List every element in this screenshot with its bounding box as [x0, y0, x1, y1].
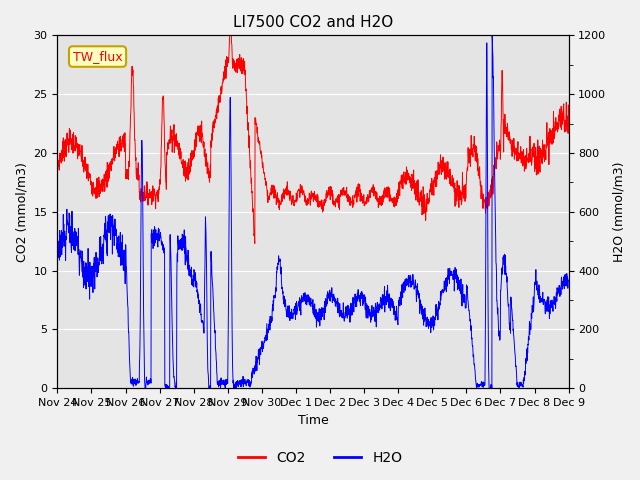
Y-axis label: CO2 (mmol/m3): CO2 (mmol/m3): [15, 162, 28, 262]
Title: LI7500 CO2 and H2O: LI7500 CO2 and H2O: [233, 15, 393, 30]
X-axis label: Time: Time: [298, 414, 328, 427]
Legend: CO2, H2O: CO2, H2O: [232, 445, 408, 471]
Text: TW_flux: TW_flux: [73, 50, 122, 63]
Y-axis label: H2O (mmol/m3): H2O (mmol/m3): [612, 162, 625, 262]
